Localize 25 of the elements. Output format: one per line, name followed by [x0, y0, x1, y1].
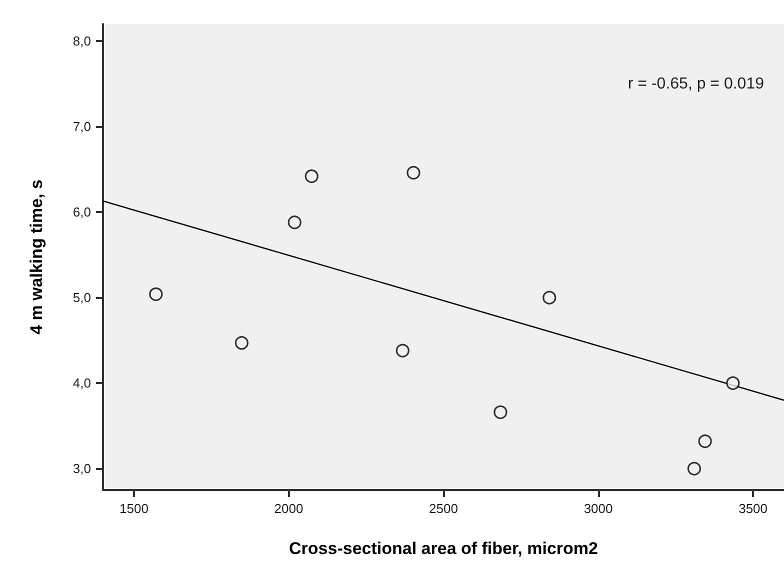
y-tick-label: 5,0 [72, 290, 91, 306]
point [687, 462, 702, 476]
point [396, 344, 410, 358]
point [542, 290, 556, 304]
y-tick-label: 8,0 [72, 34, 91, 49]
point [406, 166, 420, 180]
y-tick-label: 3,0 [72, 461, 91, 476]
point [149, 287, 163, 301]
x-tick-label: 2000 [274, 501, 304, 516]
x-tick-label: 2500 [429, 501, 458, 516]
y-axis-title: 4 m walking time, s [27, 180, 46, 334]
y-tick-label: 6,0 [72, 204, 91, 220]
point [698, 434, 712, 448]
x-tick-label: 1500 [119, 501, 148, 516]
point [304, 169, 318, 183]
point [234, 336, 248, 350]
point [288, 216, 302, 230]
y-tick-label: 7,0 [72, 119, 91, 134]
x-axis-title: Cross-sectional area of fiber, microm2 [289, 539, 598, 558]
point [726, 376, 740, 390]
annotation: r = -0.65, p = 0.019 [628, 76, 764, 92]
x-tick-label: 3500 [738, 501, 768, 516]
point [494, 405, 508, 419]
x-tick-label: 3000 [584, 501, 613, 516]
y-tick-label: 4,0 [72, 376, 91, 391]
